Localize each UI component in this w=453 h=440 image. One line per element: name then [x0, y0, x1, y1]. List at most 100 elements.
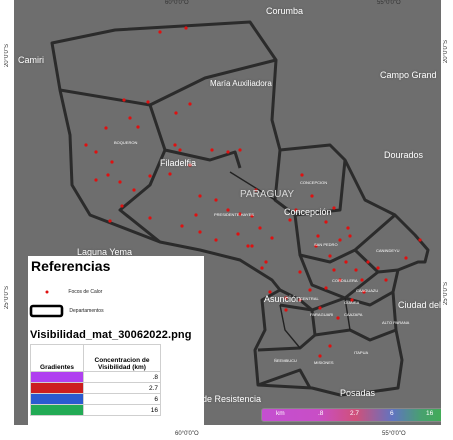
place-ciudad-del-este: Ciudad del Es — [398, 300, 441, 310]
coord-top-60: 60°0'0"O — [165, 0, 189, 6]
place-campo-grande: Campo Grand — [380, 70, 437, 80]
fire-point — [404, 256, 408, 260]
fire-point — [362, 290, 366, 294]
fire-point — [284, 296, 288, 300]
fire-point — [270, 236, 274, 240]
coord-bottom-60: 60°0'0"O — [175, 431, 199, 437]
gradient-value: 6 — [83, 393, 161, 405]
col-gradients: Gradientes — [30, 344, 84, 372]
dept-guaira: GUAIRA — [344, 300, 360, 305]
visibility-colorbar: km .8 2.7 6 16 — [261, 408, 441, 422]
place-posadas: Posadas — [340, 388, 376, 398]
fire-point — [238, 148, 242, 152]
fire-point — [214, 238, 218, 242]
legend-panel: Referencias Focos de Calor Departamentos… — [28, 256, 204, 426]
fire-point — [332, 206, 336, 210]
fire-point — [294, 208, 298, 212]
map-canvas — [50, 20, 430, 397]
place-laguna-yema: Laguna Yema — [77, 247, 133, 257]
fire-point — [258, 226, 262, 230]
border-boqueron — [59, 88, 242, 169]
fire-point — [106, 173, 110, 177]
visibility-title: Visibilidad_mat_30062022.png — [30, 329, 192, 341]
coord-top-55: 55°0'0"O — [377, 0, 401, 6]
fire-points — [84, 26, 422, 358]
fire-point — [173, 143, 177, 147]
fire-point — [310, 194, 314, 198]
fire-point — [178, 148, 182, 152]
colorbar-label-1: .8 — [318, 410, 324, 417]
place-resistencia: de Resistencia — [202, 394, 262, 404]
fire-point — [132, 188, 136, 192]
place-dourados: Dourados — [384, 150, 424, 160]
legend-dept-row: Departamentos — [29, 304, 104, 318]
dept-presidente-hayes: PRESIDENTE HAYES — [214, 212, 254, 217]
fire-point — [214, 198, 218, 202]
fire-point — [246, 244, 250, 248]
fire-point — [344, 260, 348, 264]
fire-point — [226, 150, 230, 154]
fire-point — [324, 286, 328, 290]
legend-fire-label: Focos de Calor — [68, 289, 103, 296]
gradient-row: 6 — [30, 393, 161, 405]
fire-point — [250, 214, 254, 218]
fire-dot-icon — [45, 290, 49, 294]
fire-point — [198, 230, 202, 234]
colorbar-label-2: 2.7 — [350, 410, 360, 417]
hayes-inner-border — [229, 171, 276, 201]
fire-point — [354, 268, 358, 272]
place-asuncion: Asunción — [264, 294, 302, 304]
place-camiri: Camiri — [18, 55, 44, 65]
fire-point — [188, 102, 192, 106]
fire-point — [300, 173, 304, 177]
place-maria-auxiliadora: María Auxiliadora — [210, 79, 272, 88]
gradient-row: .8 — [30, 371, 161, 383]
fire-point — [226, 208, 230, 212]
fire-point — [318, 354, 322, 358]
dept-boqueron: BOQUERON — [114, 140, 138, 145]
place-filadelfia: Filadelfia — [160, 158, 197, 168]
fire-point — [284, 308, 288, 312]
fire-point — [264, 260, 268, 264]
fire-point — [338, 238, 342, 242]
border-sanpedro — [293, 213, 396, 264]
colorbar-label-3: 6 — [390, 410, 394, 417]
fire-point — [328, 344, 332, 348]
fire-point — [268, 290, 272, 294]
fire-point — [288, 218, 292, 222]
gradient-value: .8 — [83, 371, 161, 383]
fire-point — [158, 30, 162, 34]
dept-canindeyu: CANINDEYU — [376, 248, 400, 253]
place-corumba: Corumba — [266, 6, 304, 16]
dept-itapua: ITAPUA — [354, 350, 369, 355]
colorbar-unit: km — [276, 410, 285, 417]
fire-point — [128, 116, 132, 120]
legend-dept-label: Departamentos — [69, 308, 104, 315]
fire-point — [122, 98, 126, 102]
fire-point — [136, 125, 140, 129]
fire-point — [188, 163, 192, 167]
fire-point — [108, 219, 112, 223]
dept-alto-parana: ALTO PARANA — [382, 320, 410, 325]
coord-left-25: 25°0'0"S — [4, 286, 10, 310]
dept-central: CENTRAL — [300, 296, 319, 301]
fire-point — [348, 234, 352, 238]
fire-point — [298, 298, 302, 302]
fire-point — [328, 254, 332, 258]
dept-misiones: MISIONES — [314, 360, 334, 365]
border-neembucu — [257, 368, 312, 389]
fire-point — [146, 100, 150, 104]
fire-point — [260, 266, 264, 270]
fire-point — [120, 204, 124, 208]
fire-point — [338, 278, 342, 282]
fire-point — [94, 178, 98, 182]
fire-point — [94, 150, 98, 154]
fire-point — [210, 148, 214, 152]
fire-point — [194, 213, 198, 217]
fire-point — [366, 260, 370, 264]
colorbar-label-4: 16 — [426, 410, 434, 417]
fire-point — [298, 270, 302, 274]
fire-point — [250, 244, 254, 248]
border-caazapa — [311, 290, 394, 312]
fire-point — [254, 188, 258, 192]
